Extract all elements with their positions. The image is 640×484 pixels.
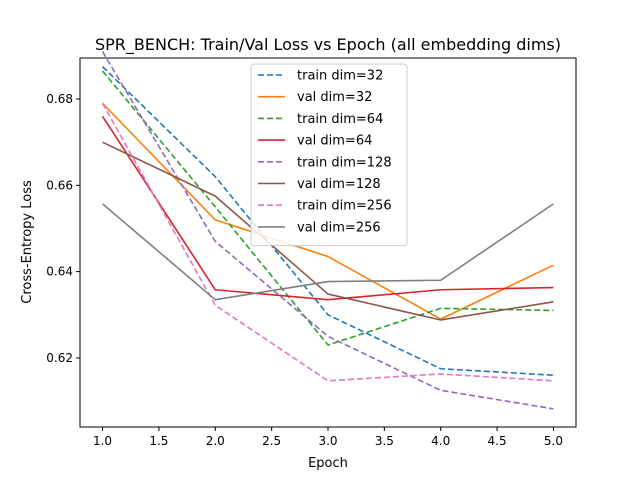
y-tick-label: 0.64 — [46, 265, 73, 279]
series-line-train-dim-256 — [101, 102, 554, 382]
y-tick-label: 0.62 — [46, 351, 73, 365]
series-line-train-dim-64 — [101, 70, 554, 346]
series-line-val-dim-128 — [102, 141, 554, 321]
series-layer — [101, 51, 554, 410]
x-tick-label: 4.5 — [488, 434, 507, 448]
series-line-val-dim-32 — [101, 102, 554, 320]
legend-label: val dim=64 — [297, 134, 372, 149]
x-tick-label: 3.0 — [318, 434, 337, 448]
legend-label: train dim=64 — [297, 112, 383, 127]
x-tick-label: 1.5 — [149, 434, 168, 448]
x-tick-label: 3.5 — [375, 434, 394, 448]
legend-label: train dim=128 — [297, 155, 392, 170]
series-line-val-dim-64 — [101, 115, 554, 301]
x-tick-label: 2.0 — [206, 434, 225, 448]
legend-label: train dim=32 — [297, 69, 383, 84]
series-line-train-dim-32 — [101, 66, 554, 377]
x-tick-label: 4.0 — [431, 434, 450, 448]
y-tick-label: 0.68 — [46, 92, 73, 106]
legend-label: val dim=32 — [297, 90, 372, 105]
legend-label: val dim=256 — [297, 220, 381, 235]
plot-frame — [79, 57, 577, 428]
legend: train dim=32 val dim=32 train dim=64 val di… — [250, 63, 408, 247]
x-tick-label: 2.5 — [262, 434, 281, 448]
y-axis-label: Cross-Entropy Loss — [20, 180, 35, 304]
legend-label: train dim=256 — [297, 199, 392, 214]
chart-title: SPR_BENCH: Train/Val Loss vs Epoch (all … — [95, 35, 561, 55]
legend-label: val dim=128 — [297, 177, 381, 192]
legend-box — [250, 63, 408, 247]
x-tick-label: 1.0 — [93, 434, 112, 448]
y-tick-label: 0.66 — [46, 178, 73, 192]
x-axis-label: Epoch — [308, 456, 348, 471]
x-tick-label: 5.0 — [544, 434, 563, 448]
series-line-val-dim-256 — [102, 203, 554, 301]
x-axis-ticks: 1.0 1.5 2.0 2.5 3.0 3.5 4.0 4.5 5.0 — [93, 427, 563, 448]
y-axis-ticks: 0.62 0.64 0.66 0.68 — [46, 92, 80, 365]
